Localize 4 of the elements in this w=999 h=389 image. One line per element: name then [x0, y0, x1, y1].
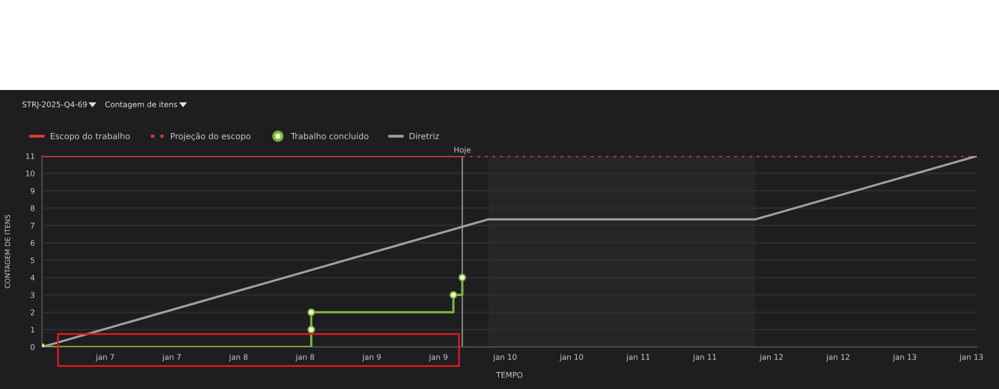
legend-label: Trabalho concluído	[290, 132, 368, 140]
legend-label: Escopo do trabalho	[50, 132, 130, 141]
legend-label: Diretriz	[410, 132, 439, 140]
legend-label: Projeção do escopo	[170, 132, 250, 141]
